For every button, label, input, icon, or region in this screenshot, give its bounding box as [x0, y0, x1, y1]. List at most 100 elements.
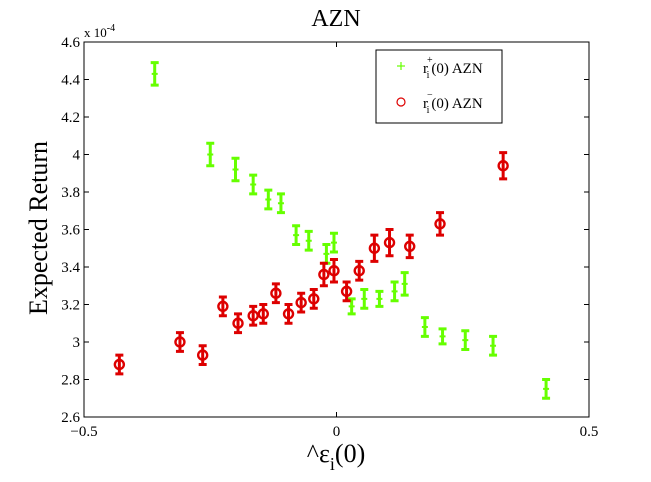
marker-circle-0 [113, 358, 126, 371]
data-point-plus-2 [231, 156, 240, 183]
data-point-plus-8 [322, 243, 331, 265]
y-tick-label-9: 4.4 [61, 73, 80, 89]
y-tick-label-1: 2.8 [61, 373, 80, 389]
data-point-circle-0 [113, 353, 126, 376]
marker-circle-11 [318, 268, 330, 281]
legend-circle-base: r [423, 96, 428, 112]
y-tick-label-6: 3.8 [61, 185, 80, 201]
marker-circle-10 [308, 293, 320, 305]
data-point-plus-14 [400, 271, 409, 297]
y-tick-label-0: 2.6 [61, 410, 80, 426]
marker-circle-8 [282, 308, 295, 320]
x-tick-label-2: 0.5 [580, 424, 599, 440]
legend-plus-tail: (0) AZN [431, 61, 482, 77]
marker-circle-7 [270, 287, 282, 299]
legend-plus-sub: i [427, 70, 430, 81]
marker-circle-15 [368, 242, 381, 254]
legend: r+ i (0) AZN r− i (0) AZN [375, 49, 503, 124]
data-point-plus-18 [489, 334, 498, 357]
marker-circle-3 [217, 300, 229, 313]
marker-circle-16 [383, 236, 396, 249]
marker-circle-2 [196, 349, 209, 361]
legend-entry-circle: r− i (0) AZN [396, 90, 483, 116]
data-point-circle-17 [404, 233, 416, 260]
chart-title: AZN [311, 6, 360, 32]
data-point-plus-1 [206, 141, 215, 168]
data-point-circle-11 [318, 261, 330, 288]
y-tick-label-5: 3.6 [61, 223, 80, 239]
data-point-plus-5 [276, 192, 285, 215]
data-point-circle-19 [497, 151, 509, 181]
marker-circle-1 [174, 336, 186, 348]
data-point-plus-10 [347, 297, 356, 316]
y-tick-label-3: 3.2 [61, 298, 80, 314]
data-point-plus-19 [542, 378, 551, 400]
marker-circle-17 [404, 240, 416, 253]
data-point-plus-16 [438, 327, 447, 346]
y-scale-label: x 10-4 [84, 23, 115, 40]
data-point-circle-13 [340, 280, 353, 303]
data-point-circle-7 [270, 282, 282, 305]
legend-label-circle: r− i (0) AZN [423, 90, 483, 116]
data-point-circle-14 [353, 259, 365, 282]
data-point-plus-17 [461, 329, 470, 351]
data-point-plus-6 [292, 224, 301, 246]
data-point-plus-3 [249, 173, 258, 196]
axis-ticks: 2.6 2.8 3 3.2 3.4 3.6 3.8 4 4.2 4.4 4.6 −0.5 0 0.5 [61, 35, 598, 440]
data-point-plus-7 [304, 229, 313, 252]
data-point-plus-9 [329, 231, 338, 254]
legend-label-plus: r+ i (0) AZN [423, 55, 483, 81]
legend-entry-plus: r+ i (0) AZN [397, 55, 483, 81]
legend-plus-base: r [423, 61, 428, 77]
marker-circle-19 [497, 160, 509, 172]
data-point-circle-8 [282, 303, 295, 325]
x-tick-label-0: −0.5 [70, 424, 97, 440]
x-axis-label-base: ^ε [307, 439, 330, 468]
x-axis-label-sub: i [330, 454, 335, 474]
data-point-circle-16 [383, 228, 396, 258]
data-point-plus-11 [360, 288, 369, 310]
marker-circle-14 [353, 265, 365, 277]
data-point-circle-12 [328, 258, 340, 284]
legend-plus-sup: + [427, 55, 433, 66]
legend-circle-marker [396, 97, 406, 107]
y-tick-label-2: 3 [73, 335, 81, 351]
y-axis-label: Expected Return [24, 141, 53, 315]
marker-circle-5 [247, 310, 259, 322]
series-circle [113, 151, 509, 376]
data-point-circle-15 [368, 233, 381, 263]
data-point-plus-15 [420, 316, 429, 338]
data-point-circle-18 [434, 211, 446, 237]
data-point-circle-2 [196, 344, 209, 366]
data-point-circle-4 [232, 312, 244, 335]
data-point-circle-1 [174, 331, 186, 353]
x-axis-label: ^εi(0) [307, 439, 365, 474]
x-axis-label-tail: (0) [335, 439, 365, 468]
data-point-plus-12 [375, 289, 384, 308]
legend-circle-tail: (0) AZN [431, 96, 482, 112]
marker-circle-18 [434, 218, 446, 230]
x-tick-label-1: 0 [333, 424, 341, 440]
data-series [113, 61, 551, 400]
data-point-circle-3 [217, 295, 229, 318]
data-point-plus-0 [150, 61, 159, 87]
y-tick-label-10: 4.6 [61, 35, 80, 51]
data-point-circle-6 [257, 303, 269, 325]
series-plus [150, 61, 551, 400]
y-tick-label-7: 4 [73, 148, 81, 164]
legend-circle-sup: − [427, 90, 433, 101]
plot-area-frame [83, 41, 590, 418]
data-point-plus-4 [264, 188, 273, 211]
marker-circle-4 [232, 317, 244, 329]
data-point-circle-9 [295, 291, 307, 314]
data-point-circle-5 [247, 304, 259, 327]
y-tick-label-8: 4.2 [61, 110, 80, 126]
legend-box [375, 49, 503, 124]
marker-circle-6 [257, 308, 269, 320]
data-point-circle-10 [308, 288, 320, 310]
marker-circle-12 [328, 265, 340, 277]
y-tick-label-4: 3.4 [61, 260, 80, 276]
legend-circle-sub: i [427, 105, 430, 116]
marker-circle-13 [340, 285, 353, 298]
